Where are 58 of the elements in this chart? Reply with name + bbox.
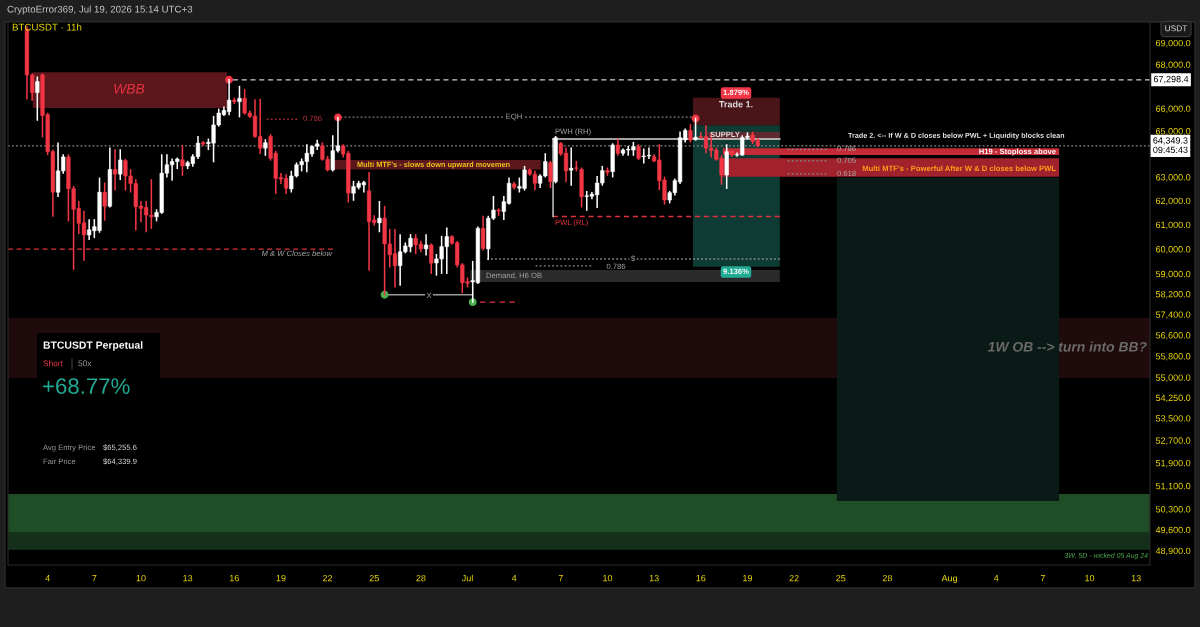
- y-tick-label: 55,800.0: [1155, 353, 1191, 361]
- y-axis-title: USDT: [1165, 25, 1188, 32]
- y-tick-label: 68,000.0: [1156, 61, 1191, 69]
- y-tick-label: 51,900.0: [1155, 459, 1191, 468]
- x-tick-label: 16: [229, 574, 239, 582]
- text: BTCUSDT Perpetual: [43, 341, 143, 351]
- ref-line-label: 64,349.3 09:45:43: [1153, 137, 1188, 154]
- x-tick-label: 28: [416, 574, 426, 582]
- annotation: Short: [43, 360, 63, 367]
- x-tick-label: 4: [511, 575, 517, 582]
- y-tick-label: 54,250.0: [1155, 394, 1191, 403]
- y-tick-label: 56,600.0: [1155, 332, 1191, 340]
- x-tick-label: 19: [276, 574, 286, 582]
- y-tick-label: 57,400.0: [1155, 311, 1191, 319]
- x-tick-label: 7: [1040, 575, 1045, 582]
- annotation: Trade 1.: [719, 100, 753, 108]
- annotation: +68.77%: [43, 378, 130, 394]
- y-tick-label: 60,000.0: [1156, 246, 1191, 254]
- x-tick-label: 4: [45, 575, 50, 582]
- y-tick-label: 50,300.0: [1155, 506, 1191, 514]
- x-tick-label: 22: [789, 574, 799, 582]
- y-tick-label: 63,000.0: [1156, 174, 1191, 182]
- y-tick-label: 55,000.0: [1155, 374, 1191, 382]
- x-tick-label: 19: [743, 574, 753, 582]
- annotation: 1W OB --> turn into BB?: [987, 341, 1147, 352]
- y-tick-label: 48,900.0: [1155, 547, 1191, 556]
- y-tick-label: 53,500.0: [1155, 415, 1191, 423]
- annotation: 50x: [78, 360, 92, 367]
- y-tick-label: 49,600.0: [1155, 526, 1191, 535]
- y-tick-label: 51,100.0: [1155, 482, 1191, 491]
- y-tick-label: 69,000.0: [1156, 39, 1191, 48]
- x-tick-label: 22: [323, 574, 333, 582]
- x-tick-label: 10: [136, 574, 146, 582]
- x-tick-label: 28: [882, 574, 893, 582]
- x-tick-label: 10: [603, 574, 613, 582]
- x-tick-label: 10: [1085, 574, 1095, 582]
- x-tick-label: 13: [1131, 574, 1141, 582]
- annotation: 67,298.4: [1153, 75, 1189, 84]
- chart-title: BTCUSDT · 11h: [12, 23, 82, 31]
- y-tick-label: 66,000.0: [1156, 105, 1191, 113]
- y-tick-label: 58,200.0: [1155, 290, 1191, 299]
- x-tick-label: 16: [696, 574, 706, 582]
- y-tick-label: 61,000.0: [1156, 221, 1191, 230]
- x-tick-label: 13: [183, 574, 193, 582]
- x-tick-label: 4: [993, 575, 999, 582]
- y-tick-label: 65,000.0: [1156, 128, 1191, 136]
- y-tick-label: 62,000.0: [1156, 197, 1191, 206]
- chart-subtitle: CryptoError369, Jul 19, 2026 15:14 UTC+3: [7, 5, 193, 15]
- x-tick-label: 7: [558, 575, 563, 582]
- x-tick-label: 25: [369, 574, 379, 582]
- y-tick-label: 59,000.0: [1155, 270, 1191, 279]
- x-tick-label: Jul: [461, 574, 473, 582]
- x-tick-label: 25: [836, 574, 846, 582]
- x-tick-label: Aug: [941, 575, 958, 584]
- x-tick-label: 7: [92, 575, 97, 582]
- annotation: WBB: [114, 84, 145, 94]
- x-tick-label: 13: [649, 574, 659, 582]
- y-tick-label: 52,700.0: [1155, 437, 1191, 445]
